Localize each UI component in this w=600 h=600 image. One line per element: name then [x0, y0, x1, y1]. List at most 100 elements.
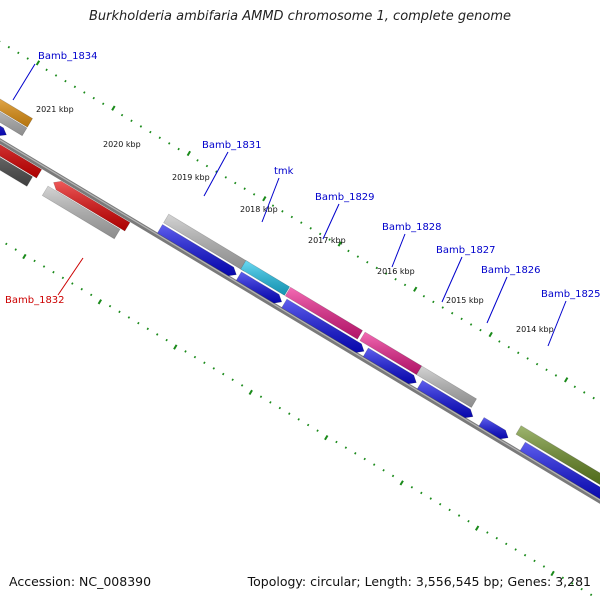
inner-ruler-tick [14, 248, 17, 251]
outer-ruler-tick [300, 221, 303, 224]
outer-ruler-tick [120, 113, 124, 117]
outer-ruler-tick [488, 331, 493, 338]
labels: 2021 kbp 2020 kbp 2019 kbp 2018 kbp 2017 kbp… [5, 51, 600, 347]
feature-tmk-shading [240, 260, 290, 296]
inner-ruler-tick [288, 412, 291, 415]
outer-ruler-tick [101, 102, 105, 106]
inner-ruler-tick [156, 333, 159, 336]
inner-ruler-tick [580, 587, 583, 591]
gene-label[interactable]: tmk [274, 166, 294, 177]
outer-ruler-tick [35, 60, 41, 66]
outer-ruler-tick [262, 196, 267, 202]
outer-ruler-tick [347, 249, 350, 253]
feature-bamb1832-gray-shading [42, 186, 120, 239]
feature-upstream-dark-shading [0, 157, 33, 187]
outer-ruler-tick [366, 260, 369, 264]
outer-ruler-tick [243, 187, 246, 190]
outer-ruler-tick [111, 105, 116, 111]
feature-tracks [0, 98, 600, 500]
inner-ruler-tick [514, 548, 517, 551]
inner-ruler-tick [486, 531, 489, 534]
gene-label[interactable]: Bamb_1828 [382, 222, 442, 233]
outer-ruler-tick [545, 368, 548, 372]
outer-ruler-tick [450, 311, 454, 315]
outer-ruler-tick [564, 377, 569, 383]
outer-ruler-tick [177, 147, 180, 151]
outer-ruler-tick [290, 215, 294, 219]
outer-ruler-tick [271, 204, 275, 207]
inner-ruler-tick [550, 570, 555, 577]
inner-ruler-tick [324, 434, 329, 441]
gene-leader-line [547, 300, 567, 347]
ruler-label: 2016 kbp [377, 267, 415, 276]
outer-ruler-tick [573, 385, 577, 389]
map-title: Burkholderia ambifaria AMMD chromosome 1… [88, 9, 512, 24]
outer-ruler-tick [54, 74, 58, 77]
outer-ruler-tick [535, 362, 539, 366]
gene-leader-line [261, 177, 280, 223]
gene-label[interactable]: Bamb_1829 [315, 192, 375, 203]
gene-leader-line [391, 233, 406, 268]
outer-ruler-tick [469, 323, 473, 326]
outer-ruler-tick [318, 232, 322, 236]
inner-ruler-tick [184, 350, 187, 353]
cds-bamb1829-shading [281, 299, 364, 353]
feature-bamb1832-red-shading [53, 181, 130, 231]
inner-ruler-tick [212, 367, 216, 370]
inner-ruler-tick [523, 553, 527, 557]
feature-upstream-red-shading [0, 144, 42, 178]
inner-ruler-tick [278, 406, 282, 410]
gene-leader-line [486, 276, 508, 324]
inner-ruler-tick [316, 429, 319, 432]
outer-ruler-tick [441, 306, 444, 309]
inner-ruler-tick [354, 452, 357, 455]
cds-bamb1831-shading [157, 224, 237, 276]
inner-ruler-tick [231, 378, 234, 381]
inner-ruler-tick [420, 491, 423, 495]
feature-bamb1831-shading [163, 214, 250, 272]
inner-ruler-tick [457, 514, 461, 517]
outer-ruler-tick [17, 51, 20, 55]
outer-ruler-tick [583, 391, 586, 394]
outer-ruler-tick [432, 300, 435, 304]
outer-ruler-tick [7, 45, 11, 49]
gene-label[interactable]: Bamb_1832 [5, 295, 65, 306]
outer-ruler-tick [356, 255, 360, 258]
inner-ruler-tick [372, 463, 376, 466]
feature-bamb1827-shading [416, 366, 477, 408]
inner-ruler-tick [363, 457, 366, 461]
gene-label[interactable]: Bamb_1827 [436, 245, 496, 256]
cds-bamb1826-shading [478, 417, 509, 439]
inner-ruler-tick [344, 446, 348, 449]
inner-ruler-tick [42, 265, 46, 268]
outer-ruler-tick [498, 340, 501, 343]
gene-label[interactable]: Bamb_1825 [541, 289, 600, 300]
gene-leader-line [57, 257, 84, 296]
gene-leader-line [203, 151, 229, 197]
ruler-label: 2020 kbp [103, 140, 141, 149]
gene-label[interactable]: Bamb_1834 [38, 51, 98, 62]
outer-ruler-tick [309, 227, 312, 230]
gene-label[interactable]: Bamb_1831 [202, 140, 262, 151]
inner-ruler-tick [399, 480, 404, 486]
cds-bamb1834-shading [0, 125, 7, 136]
outer-ruler-tick [73, 85, 77, 89]
outer-ruler-tick [92, 96, 95, 100]
backbone-highlight [0, 139, 600, 501]
inner-ruler-tick [297, 418, 300, 421]
inner-ruler-tick [589, 593, 593, 597]
inner-ruler-tick [335, 440, 338, 444]
outer-ruler-tick [130, 119, 133, 123]
feature-bamb1834-outer-shading [0, 99, 33, 128]
outer-ruler-tick [507, 345, 510, 349]
outer-ruler-tick [158, 136, 161, 140]
inner-ruler-tick [571, 582, 574, 585]
outer-ruler-tick [168, 142, 171, 145]
gene-label[interactable]: Bamb_1826 [481, 265, 541, 276]
outer-ruler-tick [64, 79, 67, 83]
outer-ruler-tick [422, 294, 426, 298]
inner-ruler-tick [5, 242, 8, 246]
outer-ruler-tick [149, 130, 152, 134]
ruler-label: 2019 kbp [172, 173, 210, 182]
